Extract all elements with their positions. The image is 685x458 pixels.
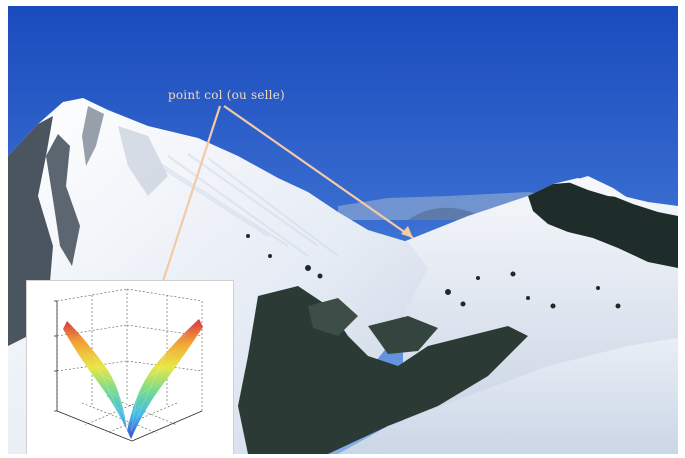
photo-frame: point col (ou selle) xyxy=(8,6,678,454)
saddle-surface xyxy=(63,319,203,439)
arrowhead-col xyxy=(401,226,413,238)
valley-forest xyxy=(238,286,528,454)
right-forest-crest xyxy=(528,182,678,268)
annotation-label: point col (ou selle) xyxy=(168,88,285,102)
tree-dots xyxy=(246,234,621,309)
saddle-surface-inset xyxy=(26,280,234,454)
foreground-slope xyxy=(338,338,678,454)
arrow-to-col xyxy=(223,105,414,239)
